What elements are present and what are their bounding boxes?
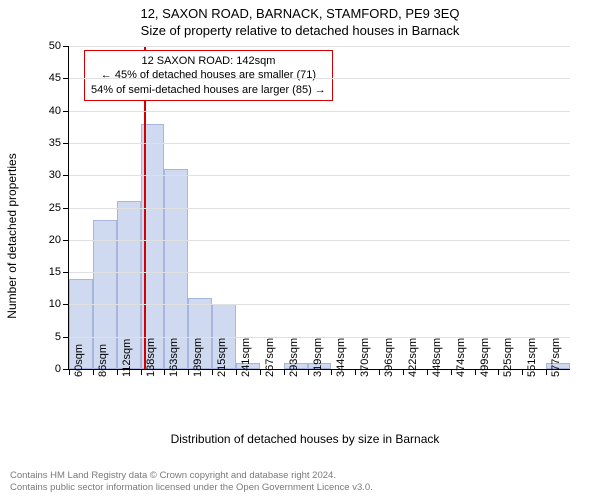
y-tick-label: 45 (49, 72, 61, 84)
x-tick (331, 369, 332, 375)
x-tick-label: 138sqm (145, 338, 157, 377)
x-tick-label: 293sqm (288, 338, 300, 377)
x-tick-label: 344sqm (335, 338, 347, 377)
x-tick-label: 551sqm (526, 338, 538, 377)
page-title: 12, SAXON ROAD, BARNACK, STAMFORD, PE9 3… (0, 6, 600, 23)
chart-titles: 12, SAXON ROAD, BARNACK, STAMFORD, PE9 3… (0, 0, 600, 40)
y-tick (63, 240, 69, 241)
y-tick-label: 35 (49, 137, 61, 149)
y-tick (63, 78, 69, 79)
x-tick-label: 396sqm (383, 338, 395, 377)
x-tick-label: 448sqm (431, 338, 443, 377)
y-tick-label: 10 (49, 298, 61, 310)
x-tick (117, 369, 118, 375)
x-tick-label: 112sqm (121, 339, 133, 377)
y-tick-label: 20 (49, 234, 61, 246)
callout-line-3: 54% of semi-detached houses are larger (… (91, 83, 326, 97)
x-tick (308, 369, 309, 375)
y-tick (63, 111, 69, 112)
y-tick (63, 46, 69, 47)
grid-line (69, 175, 570, 176)
footer-line-1: Contains HM Land Registry data © Crown c… (10, 470, 373, 482)
y-tick-label: 5 (55, 331, 61, 343)
x-tick-label: 86sqm (97, 344, 109, 377)
y-tick (63, 208, 69, 209)
x-tick (141, 369, 142, 375)
plot-area: 12 SAXON ROAD: 142sqm ← 45% of detached … (68, 46, 570, 370)
grid-line (69, 304, 570, 305)
footer: Contains HM Land Registry data © Crown c… (10, 470, 373, 494)
x-tick (451, 369, 452, 375)
x-tick (188, 369, 189, 375)
y-tick-label: 15 (49, 266, 61, 278)
x-tick (427, 369, 428, 375)
y-axis-label: Number of detached properties (5, 153, 19, 318)
callout-line-1: 12 SAXON ROAD: 142sqm (91, 54, 326, 68)
y-tick-label: 25 (49, 202, 61, 214)
y-tick-label: 0 (55, 363, 61, 375)
y-tick-label: 40 (49, 105, 61, 117)
x-tick (164, 369, 165, 375)
x-axis-label: Distribution of detached houses by size … (40, 432, 570, 446)
x-tick (379, 369, 380, 375)
x-tick-label: 60sqm (73, 344, 85, 377)
x-tick (355, 369, 356, 375)
x-tick-label: 370sqm (359, 338, 371, 377)
x-tick (403, 369, 404, 375)
grid-line (69, 240, 570, 241)
x-tick-label: 267sqm (264, 338, 276, 377)
y-tick (63, 272, 69, 273)
x-tick-label: 474sqm (455, 338, 467, 377)
x-tick-label: 319sqm (312, 338, 324, 377)
x-tick (475, 369, 476, 375)
x-tick (260, 369, 261, 375)
x-tick-label: 189sqm (192, 338, 204, 377)
x-tick (546, 369, 547, 375)
grid-line (69, 272, 570, 273)
callout-line-2: ← 45% of detached houses are smaller (71… (91, 68, 326, 82)
grid-line (69, 208, 570, 209)
x-tick-label: 577sqm (550, 338, 562, 377)
callout-box: 12 SAXON ROAD: 142sqm ← 45% of detached … (84, 50, 333, 101)
footer-line-2: Contains public sector information licen… (10, 482, 373, 494)
y-tick-label: 50 (49, 40, 61, 52)
y-tick (63, 143, 69, 144)
x-tick-label: 241sqm (240, 338, 252, 377)
x-tick (236, 369, 237, 375)
grid-line (69, 143, 570, 144)
y-tick (63, 337, 69, 338)
x-tick (284, 369, 285, 375)
grid-line (69, 46, 570, 47)
x-tick (69, 369, 70, 375)
grid-line (69, 78, 570, 79)
x-tick-label: 525sqm (502, 338, 514, 377)
y-tick-label: 30 (49, 169, 61, 181)
y-tick (63, 175, 69, 176)
x-tick (522, 369, 523, 375)
grid-line (69, 111, 570, 112)
x-tick (498, 369, 499, 375)
x-tick-label: 422sqm (407, 338, 419, 377)
x-tick-label: 163sqm (168, 338, 180, 377)
y-tick (63, 304, 69, 305)
chart: Number of detached properties 12 SAXON R… (40, 46, 570, 426)
x-tick (93, 369, 94, 375)
x-tick-label: 215sqm (216, 338, 228, 377)
page-subtitle: Size of property relative to detached ho… (0, 23, 600, 40)
x-tick (212, 369, 213, 375)
x-tick-label: 499sqm (479, 338, 491, 377)
